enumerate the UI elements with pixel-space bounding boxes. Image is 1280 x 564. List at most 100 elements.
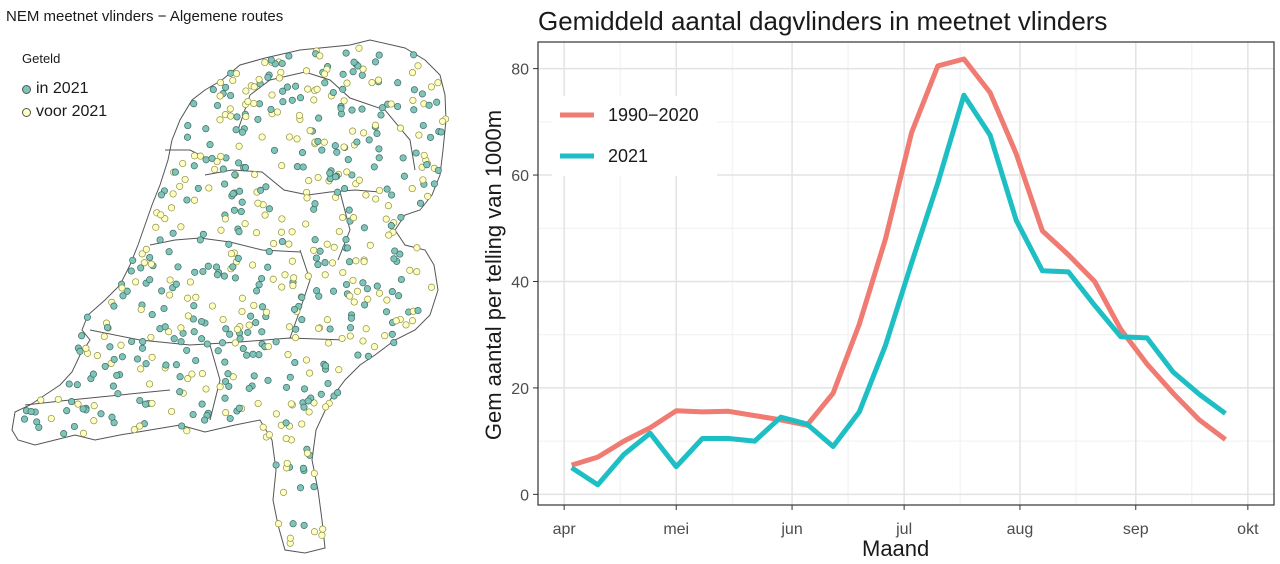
route-dot bbox=[288, 96, 296, 104]
route-dot bbox=[174, 263, 182, 271]
route-dot bbox=[279, 488, 288, 496]
route-dot bbox=[333, 148, 341, 156]
route-dot bbox=[265, 205, 273, 213]
route-dot bbox=[298, 149, 307, 157]
route-dot bbox=[250, 301, 258, 310]
route-dot bbox=[166, 291, 174, 299]
route-dot bbox=[265, 431, 273, 439]
route-dot bbox=[427, 83, 435, 91]
route-dot bbox=[229, 190, 237, 198]
route-dot bbox=[255, 281, 263, 289]
route-dot bbox=[188, 370, 196, 378]
route-dot bbox=[439, 117, 447, 125]
route-dot bbox=[231, 171, 239, 179]
route-dot bbox=[304, 272, 312, 280]
route-dot bbox=[337, 104, 345, 112]
route-dot bbox=[278, 162, 286, 170]
route-dot bbox=[409, 96, 417, 104]
route-dot bbox=[349, 276, 357, 284]
route-dot bbox=[222, 325, 230, 333]
route-dot bbox=[220, 272, 228, 280]
route-dot bbox=[311, 236, 319, 244]
route-dot bbox=[341, 185, 349, 193]
route-dot bbox=[152, 223, 160, 231]
route-dot bbox=[283, 459, 291, 467]
route-dot bbox=[258, 303, 267, 311]
route-dot bbox=[137, 305, 145, 314]
route-dot bbox=[184, 375, 192, 383]
route-dot bbox=[253, 287, 261, 295]
route-dot bbox=[262, 183, 270, 191]
route-dot bbox=[264, 263, 272, 271]
route-dot bbox=[382, 215, 390, 223]
route-dot bbox=[427, 283, 436, 291]
route-dot bbox=[177, 338, 185, 346]
legend-dot-in-2021 bbox=[22, 84, 31, 94]
route-dot bbox=[321, 271, 329, 279]
route-dot bbox=[286, 534, 294, 542]
route-dot bbox=[419, 176, 427, 184]
route-dot bbox=[227, 69, 235, 77]
route-dot bbox=[335, 366, 343, 374]
route-dot bbox=[415, 131, 423, 139]
route-dot bbox=[289, 520, 297, 528]
route-dot bbox=[160, 304, 168, 313]
route-dot bbox=[176, 388, 184, 396]
route-dot bbox=[310, 528, 319, 536]
route-dot bbox=[362, 325, 370, 333]
route-dot bbox=[108, 413, 116, 421]
route-dot bbox=[370, 343, 379, 351]
route-dot bbox=[298, 293, 306, 301]
route-dot bbox=[387, 100, 395, 108]
route-dot bbox=[179, 159, 187, 168]
route-dot bbox=[129, 256, 137, 264]
route-dot bbox=[335, 227, 343, 236]
route-dot bbox=[290, 274, 298, 282]
route-dot bbox=[340, 143, 348, 151]
route-dot bbox=[255, 351, 263, 359]
route-dot bbox=[410, 106, 418, 114]
route-dot bbox=[382, 308, 391, 316]
route-dot bbox=[303, 194, 311, 202]
map-title: NEM meetnet vlinders − Algemene routes bbox=[6, 8, 284, 25]
series-line-1 bbox=[570, 92, 1227, 488]
chart-panel: apr mei jun jul aug sep okt 0 20 40 60 80 1990−2020 2… bbox=[470, 0, 1280, 564]
route-dot bbox=[166, 276, 174, 284]
route-dot bbox=[232, 70, 241, 78]
route-dot bbox=[264, 73, 272, 81]
route-dot bbox=[158, 287, 166, 295]
route-dot bbox=[157, 211, 165, 219]
route-dot bbox=[366, 241, 374, 249]
route-dot bbox=[310, 483, 318, 491]
route-dot bbox=[296, 94, 305, 102]
netherlands-map bbox=[11, 39, 450, 554]
route-dot bbox=[170, 335, 178, 343]
route-dot bbox=[267, 105, 275, 113]
route-dot bbox=[397, 213, 405, 221]
route-dot bbox=[202, 125, 210, 133]
route-dot bbox=[274, 520, 283, 528]
route-dot bbox=[291, 334, 300, 342]
y-tick-label: 20 bbox=[511, 381, 529, 398]
route-dot bbox=[70, 422, 78, 431]
route-dot bbox=[326, 325, 334, 333]
route-dot bbox=[419, 121, 427, 130]
route-dot bbox=[197, 317, 206, 326]
route-dot bbox=[286, 373, 294, 381]
route-dot bbox=[270, 146, 279, 154]
route-dot bbox=[318, 531, 326, 539]
route-dot bbox=[305, 408, 313, 416]
x-axis-label: Maand bbox=[862, 536, 930, 561]
route-dot bbox=[169, 229, 177, 237]
route-dot bbox=[203, 340, 211, 348]
route-dot bbox=[225, 240, 233, 248]
route-dot bbox=[245, 321, 253, 329]
route-dot bbox=[278, 238, 286, 246]
route-dot bbox=[97, 410, 105, 418]
route-dot bbox=[388, 191, 396, 199]
route-dot bbox=[377, 111, 385, 119]
route-dot bbox=[148, 353, 156, 361]
route-dot bbox=[323, 316, 331, 324]
route-dot bbox=[237, 208, 245, 216]
route-dot bbox=[360, 258, 368, 266]
